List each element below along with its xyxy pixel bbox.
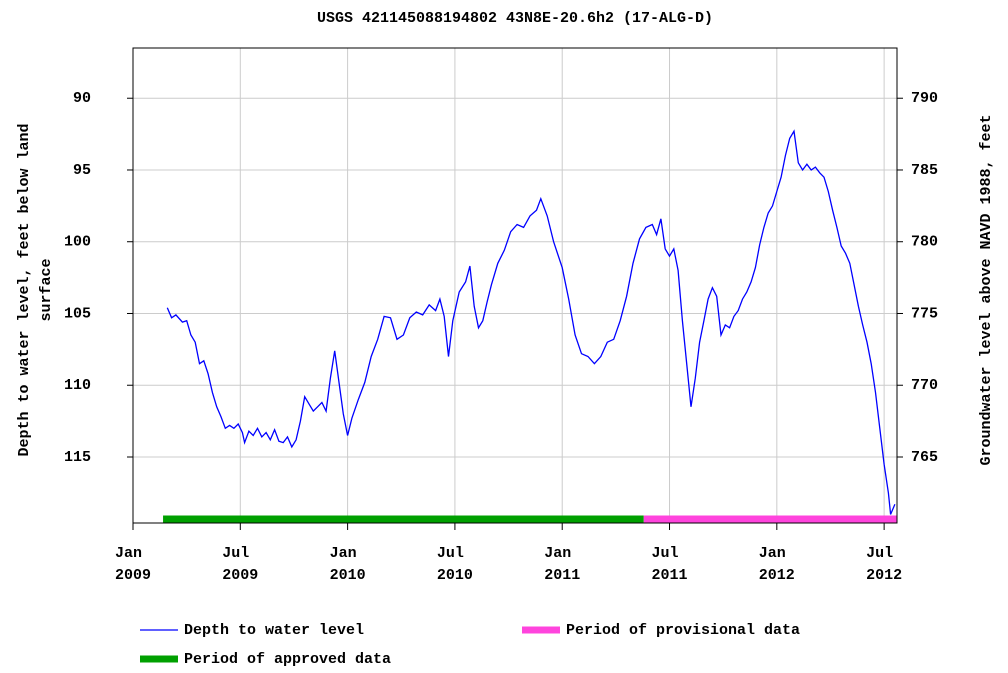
y2-tick-label: 785 [911,162,938,179]
y-tick-label: 105 [64,305,91,322]
plot-frame [132,47,898,524]
x-tick-label: Jul 2011 [652,545,688,584]
y2-tick-label: 780 [911,234,938,251]
y-tick-label: 110 [64,377,91,394]
legend-label: Period of provisional data [566,622,800,639]
x-tick-label: Jan 2010 [330,545,366,584]
y-tick-label: 90 [73,90,91,107]
x-tick-label: Jan 2011 [544,545,580,584]
chart-title: USGS 421145088194802 43N8E-20.6h2 (17-AL… [317,10,713,27]
y-axis-label: surface [38,258,55,321]
y2-axis-label: Groundwater level above NAVD 1988, feet [978,114,995,465]
y-tick-label: 95 [73,162,91,179]
legend-label: Period of approved data [184,651,391,668]
data-line [166,129,896,515]
y2-tick-label: 770 [911,377,938,394]
y-tick-label: 115 [64,449,91,466]
x-tick-label: Jan 2009 [115,545,151,584]
y-axis-label: Depth to water level, feet below land [16,123,33,456]
y2-tick-label: 765 [911,449,938,466]
x-tick-label: Jan 2012 [759,545,795,584]
x-tick-label: Jul 2010 [437,545,473,584]
y2-tick-label: 775 [911,305,938,322]
legend-label: Depth to water level [184,622,364,639]
x-tick-label: Jul 2012 [866,545,902,584]
y2-tick-label: 790 [911,90,938,107]
y-tick-label: 100 [64,234,91,251]
x-tick-label: Jul 2009 [222,545,258,584]
